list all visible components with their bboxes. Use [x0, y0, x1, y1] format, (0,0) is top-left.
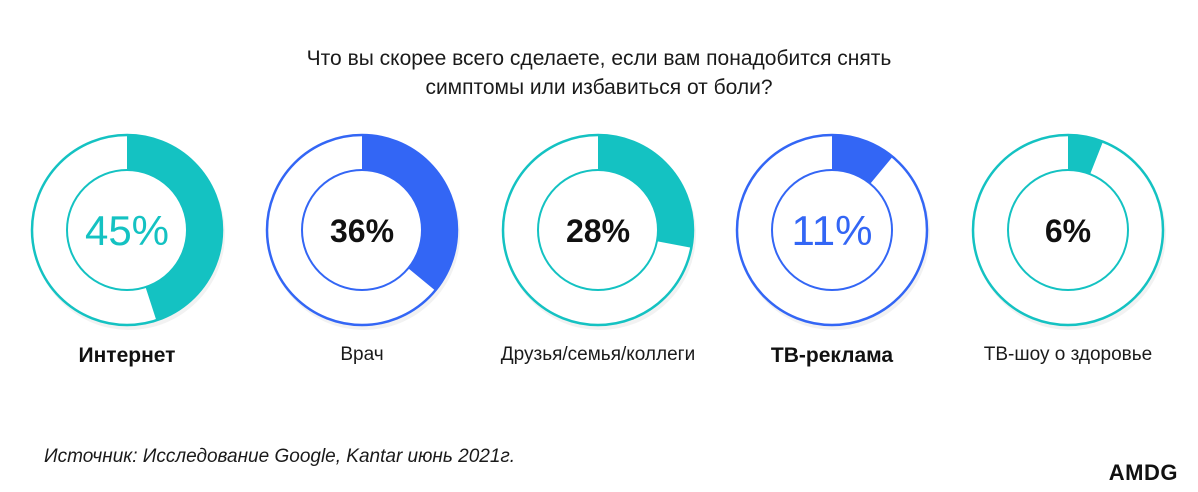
source-note: Источник: Исследование Google, Kantar ию… — [44, 446, 516, 467]
donut-segment — [598, 135, 693, 248]
donut-3: 28% — [501, 133, 696, 330]
chart-title-line-1: Что вы скорее всего сделаете, если вам п… — [306, 47, 892, 70]
donut-outer-outline — [265, 133, 459, 327]
donut-2: 36% — [265, 133, 460, 330]
category-label: ТВ-реклама — [770, 344, 894, 367]
donut-value-label: 11% — [792, 207, 873, 254]
donut-value-label: 45% — [85, 207, 169, 254]
donut-value-label: 36% — [330, 213, 394, 249]
donut-inner-outline — [537, 169, 659, 291]
donut-outer-outline — [735, 133, 929, 327]
donut-outer-outline — [501, 133, 695, 327]
donut-segment — [1068, 135, 1103, 175]
donut-inner-outline — [301, 169, 423, 291]
category-label: Интернет — [78, 344, 176, 367]
chart-title: Что вы скорее всего сделаете, если вам п… — [0, 44, 1198, 102]
donut-inner-outline — [1007, 169, 1129, 291]
donut-outer-outline — [971, 133, 1165, 327]
category-label: Друзья/семья/коллеги — [500, 344, 696, 365]
donut-inner-outline — [66, 169, 188, 291]
donut-5: 6% — [971, 133, 1166, 330]
donut-outer-outline — [30, 133, 224, 327]
donut-inner-outline — [771, 169, 893, 291]
chart-title-line-2: симптомы или избавиться от боли? — [425, 76, 773, 99]
category-label: Врач — [340, 344, 384, 365]
donut-segment — [127, 135, 223, 321]
donut-1: 45% — [30, 133, 225, 330]
donut-value-label: 28% — [566, 213, 630, 249]
donut-value-label: 6% — [1045, 213, 1091, 249]
category-label: ТВ-шоу о здоровье — [983, 344, 1153, 365]
amdg-logo: AMDG — [1108, 460, 1178, 485]
donut-4: 11% — [735, 133, 930, 330]
